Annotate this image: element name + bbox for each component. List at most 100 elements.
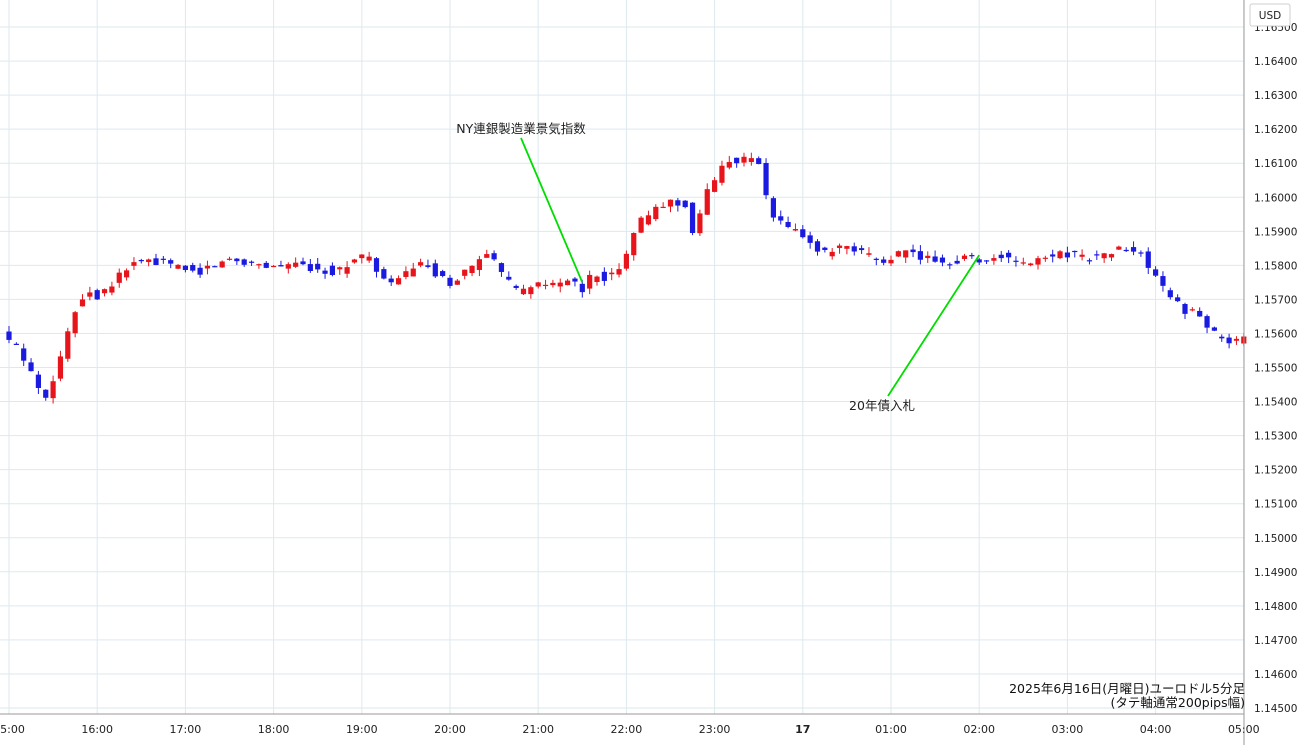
candle-down: [682, 200, 688, 209]
candle-up: [344, 261, 350, 278]
candle-up: [557, 278, 563, 293]
candle-down: [425, 259, 431, 269]
candle-body: [550, 282, 556, 286]
candle-body: [895, 251, 901, 257]
candle-body: [917, 251, 923, 260]
candle-body: [645, 215, 652, 225]
candle-body: [1094, 254, 1100, 256]
candle-down: [278, 260, 284, 267]
candle-down: [785, 216, 791, 229]
candle-up: [528, 285, 534, 299]
candle-up: [337, 266, 343, 275]
candle-body: [388, 278, 394, 283]
candle-body: [6, 331, 12, 340]
candle-body: [689, 202, 696, 233]
candle-up: [792, 223, 799, 232]
candle-up: [50, 375, 56, 404]
candle-up: [1057, 250, 1063, 260]
candle-up: [631, 232, 637, 261]
candle-down: [1072, 250, 1078, 258]
candle-up: [256, 263, 262, 269]
candle-up: [72, 310, 78, 338]
candle-down: [21, 343, 27, 367]
candle-body: [991, 258, 997, 261]
candle-up: [667, 199, 674, 213]
candle-body: [432, 263, 438, 277]
candle-body: [734, 157, 740, 164]
candle-body: [440, 271, 446, 276]
candle-body: [65, 331, 71, 359]
y-tick-label: 1.14700: [1254, 635, 1297, 647]
candle-body: [197, 267, 203, 275]
candlestick-series: [6, 152, 1247, 404]
x-tick-label: 05:00: [1228, 723, 1260, 736]
y-tick-label: 1.15400: [1254, 397, 1297, 409]
candle-body: [1175, 297, 1181, 302]
candle-up: [638, 216, 644, 234]
candle-up: [609, 267, 615, 281]
y-tick-label: 1.16100: [1254, 158, 1297, 170]
candle-down: [28, 358, 34, 372]
y-tick-label: 1.15100: [1254, 499, 1297, 511]
candle-body: [506, 276, 512, 280]
x-tick-label: 23:00: [699, 723, 731, 736]
candle-body: [851, 246, 857, 252]
candle-body: [976, 259, 982, 263]
candle-up: [1233, 336, 1240, 345]
candle-down: [770, 196, 776, 222]
candle-body: [94, 290, 100, 300]
candle-body: [28, 362, 34, 372]
candle-down: [969, 252, 975, 259]
candle-down: [1145, 247, 1151, 274]
x-tick-label: 20:00: [434, 723, 466, 736]
candle-up: [293, 257, 299, 268]
candle-body: [476, 259, 482, 270]
candle-down: [190, 262, 196, 273]
candle-body: [579, 283, 585, 293]
candle-down: [1013, 256, 1019, 267]
candle-body: [293, 262, 299, 267]
candle-up: [484, 249, 490, 258]
candle-body: [954, 260, 960, 264]
y-tick-label: 1.15000: [1254, 533, 1297, 545]
candle-body: [351, 259, 358, 263]
candle-body: [1182, 304, 1188, 314]
candle-up: [704, 183, 710, 215]
candle-down: [983, 260, 990, 265]
candle-up: [1042, 255, 1048, 262]
candle-body: [425, 265, 431, 267]
candle-body: [631, 233, 637, 256]
candle-up: [836, 243, 843, 254]
currency-button[interactable]: USD: [1249, 3, 1291, 27]
candle-up: [844, 245, 850, 255]
candle-body: [829, 251, 835, 257]
candle-up: [653, 204, 659, 222]
candle-up: [124, 268, 130, 281]
candle-up: [645, 210, 652, 226]
candle-body: [778, 216, 784, 221]
candle-down: [910, 244, 916, 258]
candle-body: [756, 158, 762, 165]
candle-body: [1013, 260, 1019, 262]
y-tick-label: 1.15600: [1254, 328, 1297, 340]
candle-down: [263, 261, 269, 269]
candle-body: [190, 265, 196, 271]
candle-up: [476, 255, 482, 277]
candle-body: [1116, 246, 1122, 250]
candle-up: [542, 279, 549, 290]
y-tick-label: 1.15700: [1254, 294, 1297, 306]
candle-down: [734, 157, 740, 168]
candle-down: [447, 274, 453, 289]
candle-down: [300, 257, 306, 266]
candle-body: [1219, 336, 1225, 339]
candle-body: [263, 262, 269, 268]
candle-up: [101, 288, 108, 297]
candle-up: [594, 275, 600, 286]
candle-down: [807, 231, 813, 249]
candle-body: [256, 264, 262, 266]
candle-up: [65, 327, 71, 362]
candle-body: [337, 267, 343, 270]
candle-body: [836, 245, 843, 248]
candle-down: [513, 284, 519, 290]
candle-up: [660, 202, 666, 209]
